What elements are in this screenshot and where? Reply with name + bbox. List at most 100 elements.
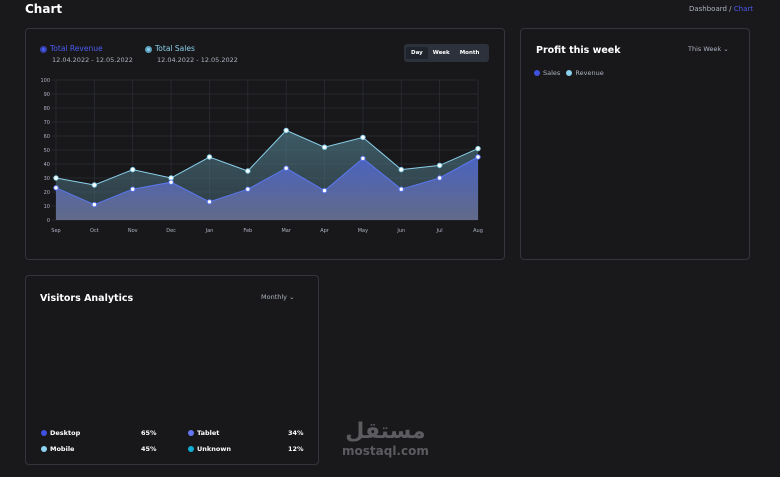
- y-tick-label: 100: [40, 78, 50, 84]
- data-point: [360, 155, 366, 162]
- legend-value: 65%: [141, 429, 157, 437]
- legend-label: Unknown: [197, 445, 231, 453]
- legend-label: Tablet: [197, 429, 220, 437]
- legend-total-sales: Total Sales: [145, 44, 195, 53]
- legend-label: Desktop: [50, 429, 81, 437]
- legend-item-unknown: Unknown: [188, 445, 231, 453]
- legend-total-revenue: Total Revenue: [40, 44, 103, 53]
- data-point: [91, 201, 98, 208]
- legend-dot-icon: [41, 430, 47, 436]
- sales-dot-icon: [534, 70, 540, 76]
- y-tick-label: 70: [44, 120, 50, 126]
- data-point: [398, 186, 404, 192]
- toggle-week[interactable]: Week: [432, 50, 450, 56]
- chevron-down-icon: ⌄: [289, 293, 295, 301]
- breadcrumb-current: Chart: [733, 5, 753, 13]
- data-point: [130, 186, 136, 192]
- x-tick-label: Mar: [281, 228, 291, 234]
- profit-period-dropdown[interactable]: This Week ⌄: [688, 45, 729, 53]
- data-point: [283, 127, 289, 134]
- y-tick-label: 90: [44, 92, 50, 98]
- x-tick-label: Feb: [243, 228, 252, 234]
- visitors-title: Visitors Analytics: [40, 293, 134, 304]
- revenue-dot-icon: [40, 45, 47, 53]
- data-point: [436, 175, 443, 181]
- legend-value: 12%: [288, 445, 304, 453]
- legend-dot-icon: [188, 446, 194, 452]
- watermark-text: مستقل: [345, 419, 426, 444]
- x-tick-label: Jun: [396, 228, 405, 234]
- x-tick-label: Oct: [90, 228, 99, 234]
- x-tick-label: Apr: [320, 228, 330, 234]
- revenue-date-range: 12.04.2022 - 12.05.2022: [52, 56, 133, 64]
- legend-label: Mobile: [50, 445, 75, 453]
- data-point: [436, 162, 443, 169]
- data-point: [283, 165, 289, 171]
- toggle-month[interactable]: Month: [459, 50, 480, 56]
- legend-revenue: Revenue: [575, 69, 604, 77]
- data-point: [168, 179, 174, 185]
- y-tick-label: 50: [44, 148, 50, 154]
- x-tick-label: Nov: [128, 228, 138, 234]
- legend-label: Total Revenue: [50, 44, 103, 53]
- visitors-card: [25, 275, 319, 465]
- data-point: [91, 182, 98, 188]
- area-chart-card: [25, 28, 505, 260]
- x-tick-label: Aug: [473, 228, 483, 234]
- revenue-dot-icon: [566, 70, 573, 76]
- legend-item-tablet: Tablet: [188, 429, 219, 437]
- legend-sales: Sales: [543, 69, 561, 77]
- watermark-logo: مستقل mostaql.com: [342, 419, 429, 459]
- x-tick-label: May: [358, 228, 368, 234]
- data-point: [206, 154, 213, 160]
- toggle-day[interactable]: Day: [406, 47, 428, 59]
- legend-item-mobile: Mobile: [41, 445, 74, 453]
- data-point: [130, 166, 136, 173]
- data-point: [245, 186, 251, 192]
- y-tick-label: 20: [44, 190, 50, 196]
- sales-date-range: 12.04.2022 - 12.05.2022: [157, 56, 238, 64]
- sales-dot-icon: [145, 45, 152, 53]
- data-point: [398, 166, 404, 173]
- y-tick-label: 40: [44, 162, 50, 168]
- series-line-1: [55, 156, 479, 206]
- y-tick-label: 60: [44, 134, 50, 140]
- y-tick-label: 10: [44, 204, 50, 210]
- data-point: [53, 185, 59, 191]
- y-tick-label: 80: [44, 106, 50, 112]
- legend-dot-icon: [41, 446, 47, 452]
- area-1: [56, 157, 478, 220]
- x-tick-label: Jul: [436, 228, 443, 234]
- legend-value: 34%: [288, 429, 304, 437]
- watermark-domain: mostaql.com: [342, 444, 429, 458]
- legend-value: 45%: [141, 445, 157, 453]
- profit-card: [520, 28, 750, 260]
- data-point: [475, 145, 481, 152]
- series-line-0: [55, 129, 479, 186]
- breadcrumb: Dashboard / Chart: [689, 5, 753, 13]
- data-point: [245, 168, 251, 174]
- breadcrumb-dashboard[interactable]: Dashboard /: [688, 5, 732, 13]
- legend-dot-icon: [188, 430, 194, 436]
- dropdown-value: This Week: [688, 45, 722, 53]
- chevron-down-icon: ⌄: [723, 45, 729, 53]
- period-toggle: Day Week Month: [404, 44, 489, 62]
- profit-legend: Sales Revenue: [534, 69, 604, 77]
- x-tick-label: Jan: [205, 228, 214, 234]
- data-point: [53, 175, 59, 181]
- profit-title: Profit this week: [536, 45, 621, 56]
- data-point: [321, 144, 328, 150]
- legend-label: Total Sales: [155, 44, 195, 53]
- data-point: [360, 134, 366, 141]
- dropdown-value: Monthly: [261, 293, 288, 301]
- data-point: [321, 187, 328, 194]
- x-tick-label: Sep: [51, 228, 60, 234]
- data-point: [475, 154, 481, 160]
- visitors-period-dropdown[interactable]: Monthly ⌄: [261, 293, 295, 301]
- y-tick-label: 30: [44, 176, 50, 182]
- page-title: Chart: [25, 2, 63, 16]
- y-tick-label: 0: [47, 218, 50, 224]
- data-point: [206, 199, 213, 205]
- x-tick-label: Dec: [166, 228, 176, 234]
- legend-item-desktop: Desktop: [41, 429, 80, 437]
